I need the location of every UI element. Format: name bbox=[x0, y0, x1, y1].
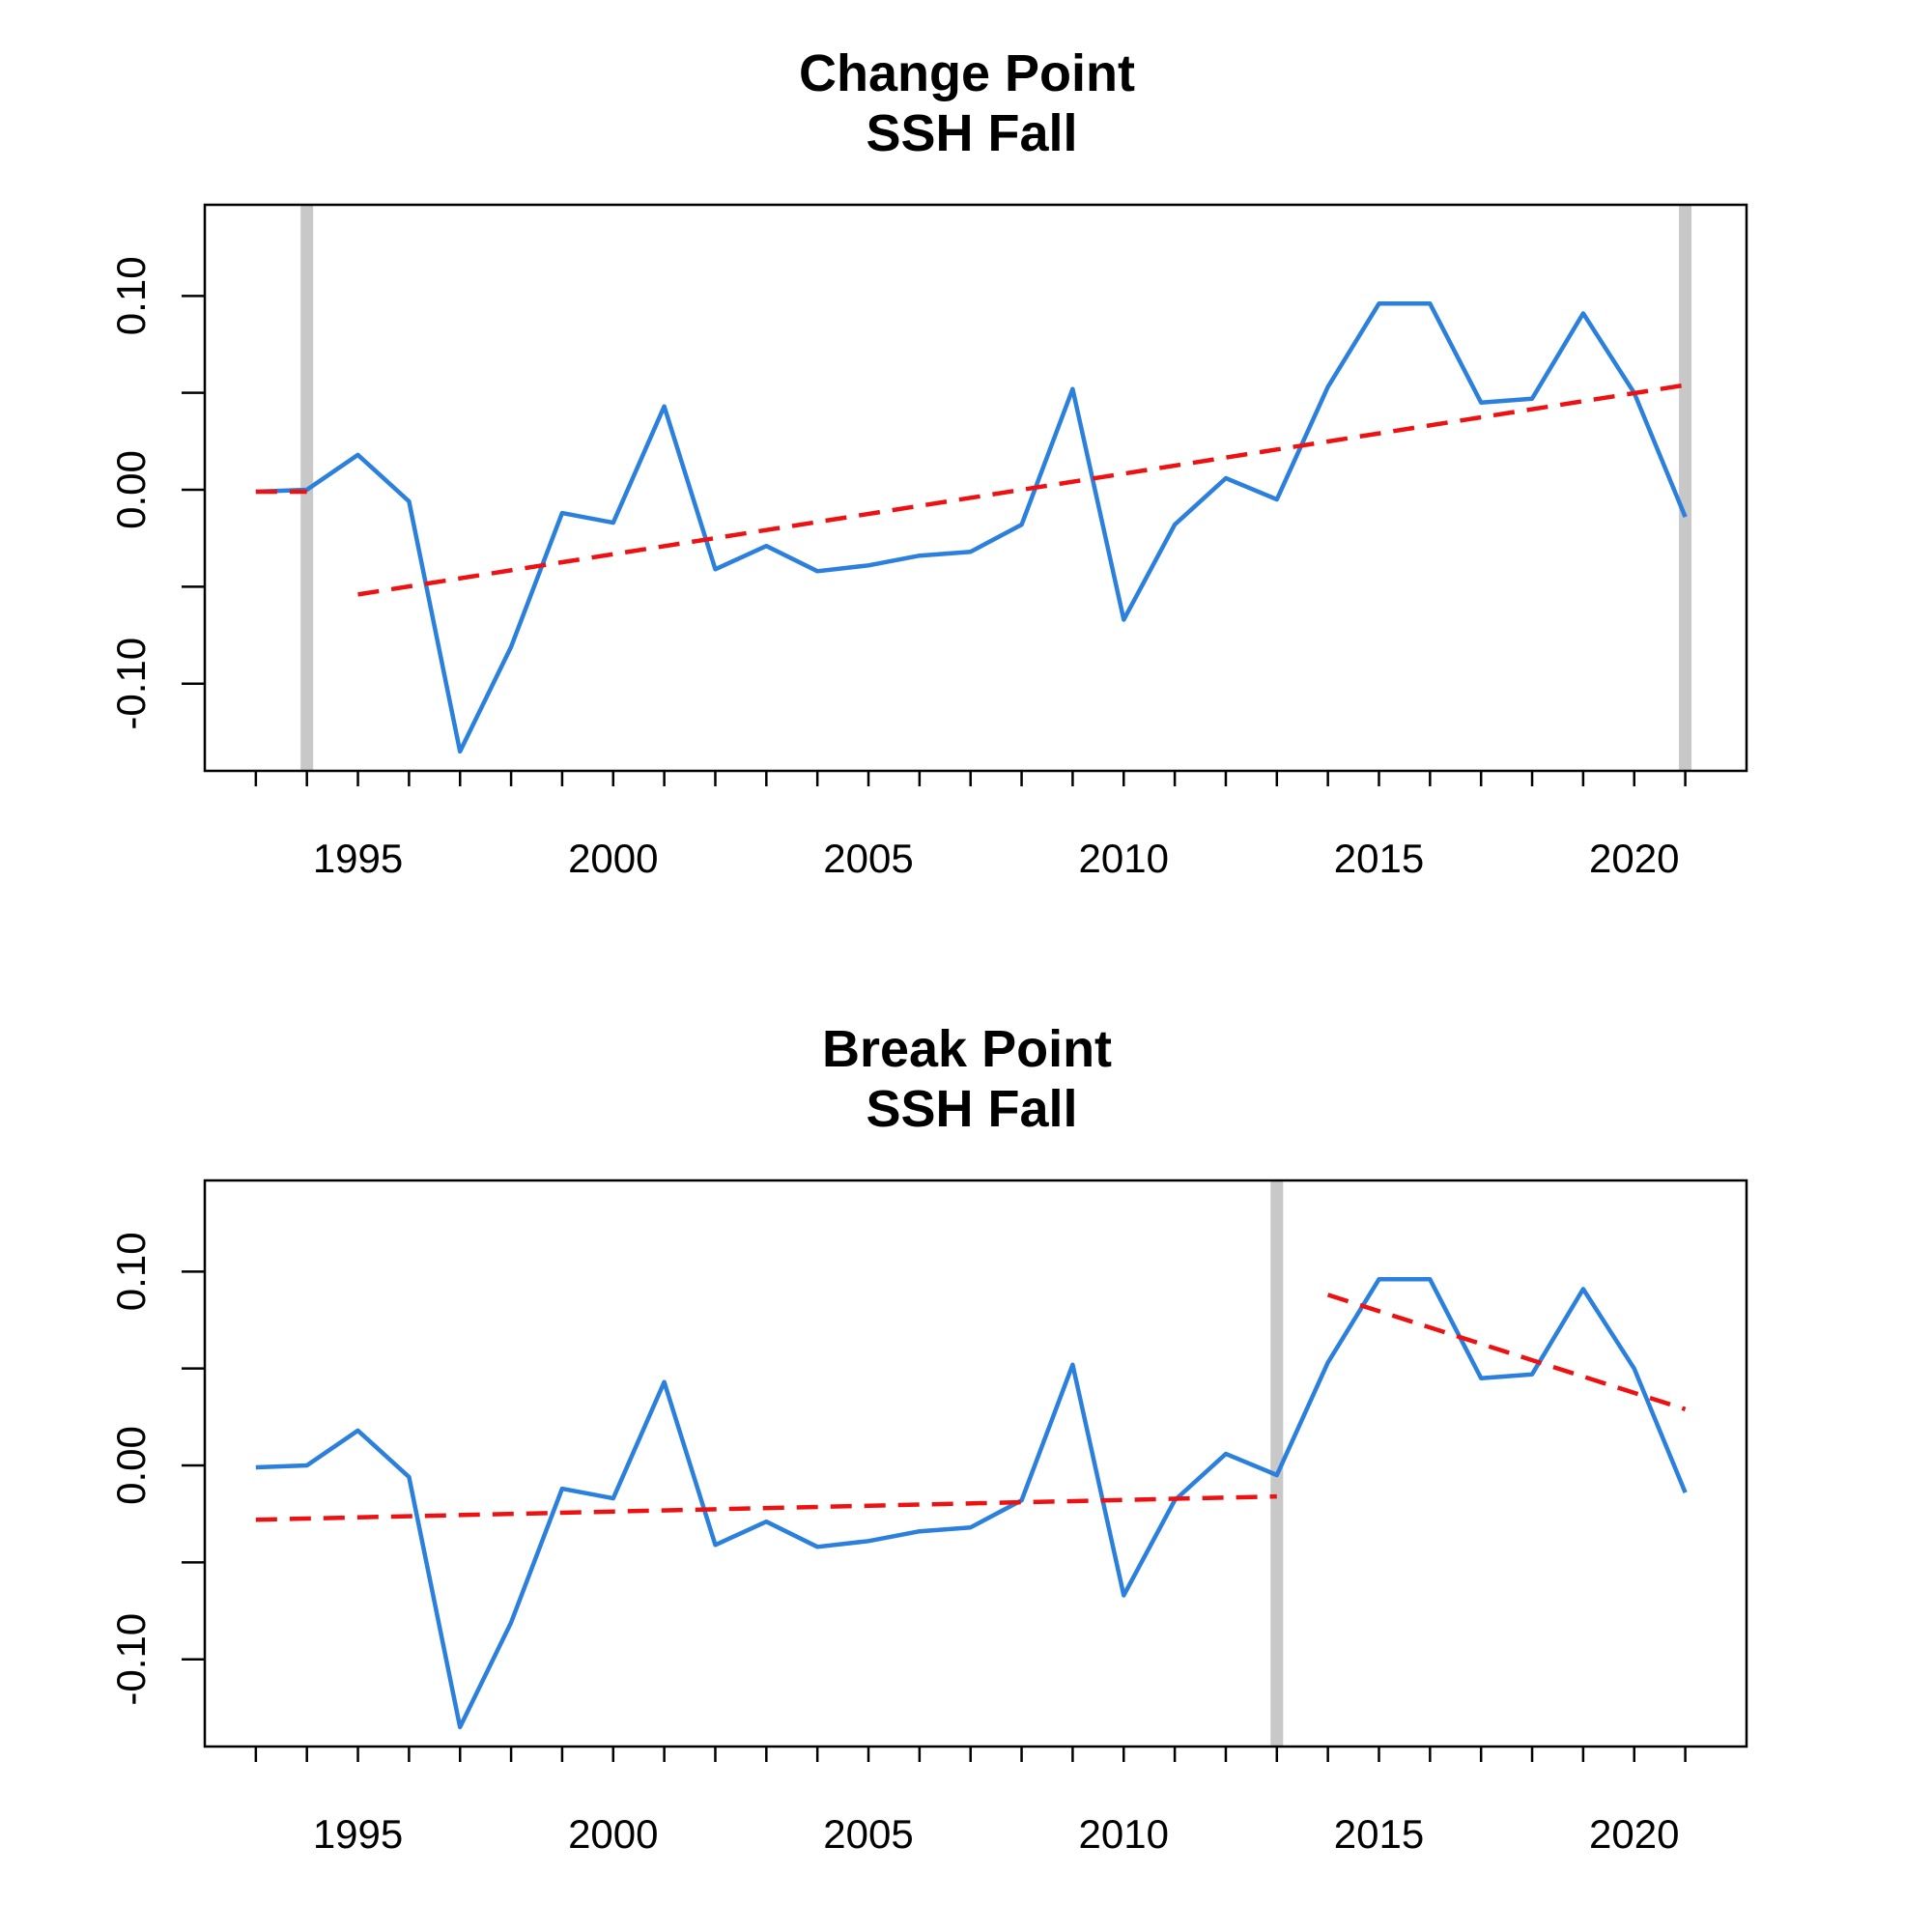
x-tick-label: 2010 bbox=[1079, 1811, 1169, 1857]
x-tick-label: 1995 bbox=[313, 836, 403, 881]
y-tick-label: -0.10 bbox=[108, 638, 154, 730]
x-tick-label: 1995 bbox=[313, 1811, 403, 1857]
panel-title: Change Point bbox=[799, 44, 1135, 102]
y-tick-label: 0.00 bbox=[108, 1426, 154, 1505]
plot-area: 1995 2000 2005 2010 2015 2020 -0.10 0.00 0.10 bbox=[108, 1180, 1688, 1857]
trend-line bbox=[357, 383, 1686, 597]
break-point-panel: Break Point SSH Fall 1995 2000 2005 2010 201… bbox=[108, 1020, 1748, 1857]
x-tick-label: 2000 bbox=[568, 1811, 658, 1857]
plot-frame bbox=[203, 1179, 1748, 1748]
series-line bbox=[255, 301, 1688, 754]
series-line bbox=[255, 1277, 1688, 1730]
x-tick-label: 2015 bbox=[1334, 836, 1424, 881]
x-tick-label: 2005 bbox=[823, 1811, 913, 1857]
change-point-panel: Change Point SSH Fall 1995 2000 2005 2010 20… bbox=[108, 44, 1748, 881]
y-tick-label: 0.10 bbox=[108, 1232, 154, 1311]
x-tick-label: 2020 bbox=[1589, 836, 1679, 881]
y-tick-label: 0.10 bbox=[108, 256, 154, 335]
trend-line bbox=[255, 1493, 1277, 1522]
trend-line bbox=[1326, 1293, 1687, 1411]
x-tick-label: 2015 bbox=[1334, 1811, 1424, 1857]
x-tick-label: 2000 bbox=[568, 836, 658, 881]
y-tick-label: 0.00 bbox=[108, 450, 154, 529]
plot-area: 1995 2000 2005 2010 2015 2020 -0.10 0.00 0.10 bbox=[108, 205, 1692, 881]
panel-subtitle: SSH Fall bbox=[866, 104, 1077, 162]
y-tick-label: -0.10 bbox=[108, 1613, 154, 1706]
plot-frame bbox=[203, 203, 1748, 773]
x-tick-label: 2010 bbox=[1079, 836, 1169, 881]
x-tick-label: 2020 bbox=[1589, 1811, 1679, 1857]
x-tick-label: 2005 bbox=[823, 836, 913, 881]
panel-subtitle: SSH Fall bbox=[866, 1080, 1077, 1138]
panel-title: Break Point bbox=[822, 1020, 1112, 1078]
